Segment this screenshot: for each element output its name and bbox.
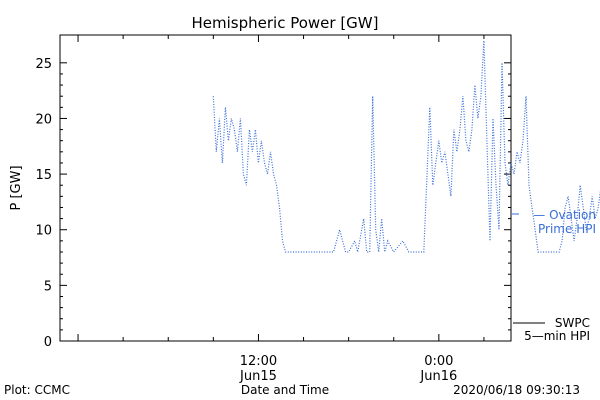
series-line-ovation-prime	[212, 40, 600, 254]
legend-ovation-label-line1: — Ovation	[533, 208, 596, 222]
x-tick-day-label: Jun16	[419, 369, 457, 384]
y-axis-label: P [GW]	[9, 165, 24, 210]
legend-swpc-label-line2: 5—min HPI	[524, 329, 590, 343]
plot-frame	[59, 34, 512, 342]
legend-swpc-label-line1: SWPC	[555, 316, 590, 330]
x-axis-ticks: 12:00Jun150:00Jun1612:00Jun160:00Jun1712…	[77, 35, 600, 384]
x-axis-label: Date and Time	[241, 383, 329, 397]
y-tick-label: 0	[44, 335, 52, 350]
footer-plot-credit: Plot: CCMC	[4, 383, 70, 397]
x-tick-day-label: Jun15	[239, 369, 277, 384]
y-tick-label: 15	[35, 168, 52, 183]
series-layer	[212, 40, 600, 254]
x-tick-time-label: 0:00	[424, 354, 453, 369]
chart-title: Hemispheric Power [GW]	[192, 14, 379, 32]
y-tick-label: 25	[35, 57, 52, 72]
y-tick-label: 10	[35, 224, 52, 239]
y-axis-ticks: 0 5 10 15 20 25	[35, 57, 511, 350]
y-tick-label: 5	[44, 279, 52, 294]
footer-timestamp: 2020/06/18 09:30:13	[453, 383, 580, 397]
x-tick-time-label: 12:00	[240, 354, 277, 369]
y-tick-label: 20	[35, 112, 52, 127]
legend-ovation-label-line2: Prime HPI	[538, 222, 596, 236]
